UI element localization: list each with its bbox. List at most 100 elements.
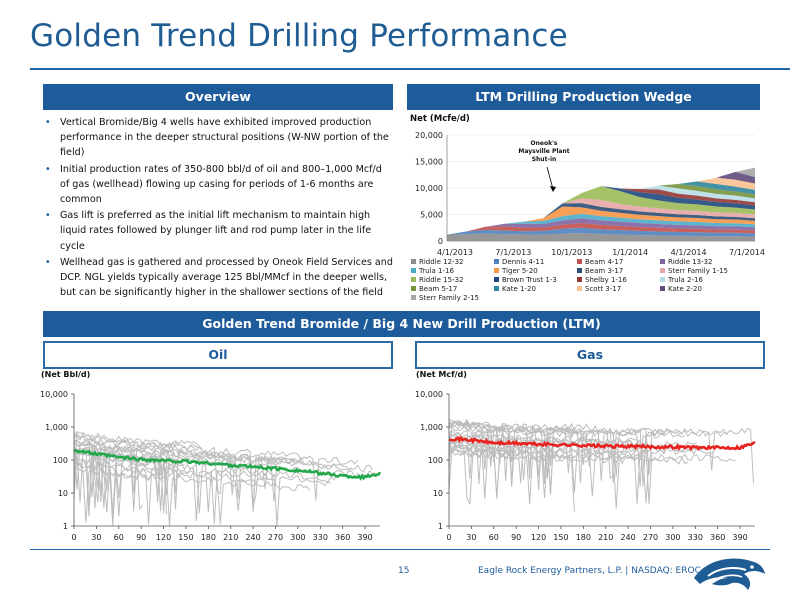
overview-bullet: • Vertical Bromide/Big 4 wells have exhib… [45,117,389,159]
oil-well-line [73,439,352,512]
overview-bullets: • Vertical Bromide/Big 4 wells have exhib… [43,115,393,301]
wedge-legend-label: Kate 2-20 [668,285,702,293]
wedge-series-area [447,181,755,235]
wedge-legend-swatch [411,268,416,273]
oil-ytick: 1 [63,522,68,531]
wedge-series-area [447,222,755,235]
wedge-legend-label: Brown Trust 1-3 [502,276,557,284]
wedge-legend-label: Tiger 5-20 [501,267,538,275]
annotation-arrow-icon [546,166,554,190]
gas-ytick: 100 [428,456,443,465]
annotation-arrowhead-icon [550,186,556,192]
bullet-icon: • [45,117,51,128]
wedge-legend-swatch [660,286,665,291]
wedge-series-area [447,171,755,235]
gas-well-line [448,443,516,455]
bullet-icon: • [45,163,51,175]
wedge-legend-label: Trula 2-16 [667,276,703,284]
oil-xtick: 180 [201,533,216,542]
wedge-legend-label: Riddle 12-32 [419,258,464,266]
eagle-head-icon [694,558,765,590]
wedge-xtick: 1/1/2014 [612,248,648,257]
wedge-xtick: 7/1/2014 [729,248,765,257]
wedge-series-area [447,203,755,235]
wedge-legend-swatch [411,295,416,300]
overview-bullet: • Initial production rates of 350-800 bbl… [45,163,382,206]
wedge-legend-swatch [577,268,582,273]
wedge-series-area [447,213,755,235]
oil-average-line [73,448,382,481]
wedge-legend-label: Trula 1-16 [418,267,454,275]
wedge-legend-swatch [577,286,582,291]
oil-xtick: 120 [156,533,171,542]
oil-ytick: 100 [53,456,68,465]
oil-xtick: 0 [71,533,76,542]
wedge-series-area [447,177,755,235]
wedge-legend-swatch [494,259,499,264]
wedge-ytick: 10,000 [415,184,443,193]
wedge-legend-label: Beam 3-17 [585,267,623,275]
gas-xtick: 210 [598,533,613,542]
wedge-ytick: 20,000 [415,131,443,140]
wedge-ylabel: Net (Mcfe/d) [410,114,470,124]
wedge-ytick: 0 [438,237,443,246]
bullet-icon: • [45,210,51,222]
wedge-legend-label: Riddle 13-32 [668,258,713,266]
wedge-series-area [447,227,755,237]
wedge-legend-label: Dennis 4-11 [502,258,544,266]
wedge-series-area [447,233,755,241]
wedge-header: LTM Drilling Production Wedge [407,84,760,110]
oil-well-line [73,464,311,526]
wedge-legend-swatch [411,286,416,291]
gas-well-line [448,448,689,465]
gas-xtick: 0 [446,533,451,542]
gas-xtick: 300 [665,533,680,542]
gas-ytick: 1,000 [420,423,443,432]
wedge-legend-swatch [660,277,665,282]
oil-xtick: 300 [290,533,305,542]
title-divider [30,68,790,70]
wedge-legend-swatch [660,259,665,264]
gas-xtick: 390 [732,533,747,542]
overview-bullet: • Gas lift is preferred as the initial li… [45,210,372,252]
gas-ylabel: (Net Mcf/d) [416,370,467,379]
gas-ytick: 1 [438,522,443,531]
oil-xtick: 330 [313,533,328,542]
wedge-legend-swatch [411,259,416,264]
gas-well-line [448,422,664,487]
oil-ylabel: (Net Bbl/d) [41,370,90,379]
oil-xtick: 360 [335,533,350,542]
wedge-xtick: 7/1/2013 [495,248,531,257]
gas-xtick: 30 [466,533,476,542]
gas-xtick: 180 [576,533,591,542]
oil-xtick: 150 [178,533,193,542]
gas-xtick: 270 [643,533,658,542]
wedge-xtick: 10/1/2013 [551,248,592,257]
bullet-icon: • [45,256,51,268]
wedge-legend-swatch [577,259,582,264]
gas-xtick: 150 [553,533,568,542]
gas-ytick: 10 [433,489,443,498]
oil-header: Oil [43,341,393,369]
wedge-legend-swatch [411,277,416,282]
wedge-xtick: 4/1/2013 [437,248,473,257]
wedge-legend-swatch [494,268,499,273]
gas-xtick: 120 [531,533,546,542]
wedge-ytick: 5,000 [420,211,443,220]
wedge-annotation: Maysville Plant [518,148,569,155]
oil-well-line [73,430,203,450]
oil-well-line [73,458,331,527]
oil-ytick: 10 [58,489,68,498]
gas-chart: (Net Mcf/d) 1 10 100 1,000 10,000 0 30 60 90 120 15… [415,370,756,542]
oil-xtick: 270 [268,533,283,542]
oil-xtick: 30 [91,533,101,542]
gas-xtick: 360 [710,533,725,542]
gas-xtick: 330 [688,533,703,542]
gas-header: Gas [415,341,765,369]
wedge-chart: Net (Mcfe/d) 0 5,000 10,000 15,000 20,000 4/1/… [410,114,765,302]
wedge-legend-label: Kate 1-20 [502,285,536,293]
wedge-legend-label: Beam 5-17 [419,285,457,293]
gas-average-line [448,435,756,452]
oil-xtick: 60 [114,533,124,542]
gas-well-line [448,421,727,479]
